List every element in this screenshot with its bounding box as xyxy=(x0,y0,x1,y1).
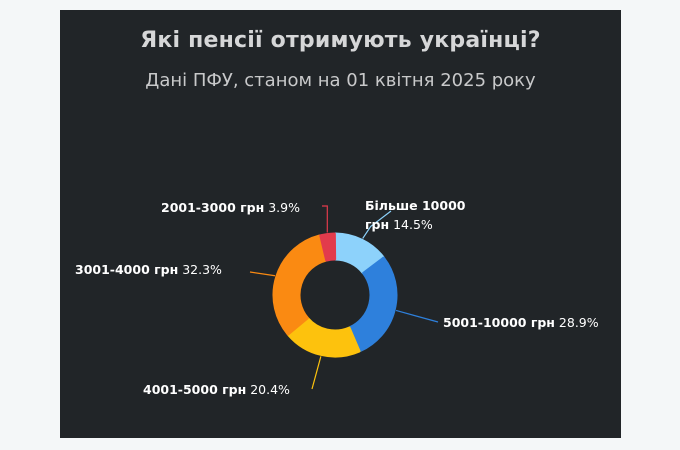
slice-category: грн xyxy=(365,217,389,232)
slice-category: 4001-5000 грн xyxy=(143,382,246,397)
leader-line xyxy=(249,271,276,277)
slice-label: 4001-5000 грн 20.4% xyxy=(143,382,290,397)
slice-category: 2001-3000 грн xyxy=(161,200,264,215)
slice-category: 3001-4000 грн xyxy=(75,262,178,277)
leader-line xyxy=(362,210,392,239)
chart-title: Які пенсії отримують українці? xyxy=(140,28,541,53)
leader-line xyxy=(395,309,439,323)
slice-label: 2001-3000 грн 3.9% xyxy=(161,200,300,215)
slice-label: Більше 10000 грн 14.5% xyxy=(365,198,466,232)
chart-card: Які пенсії отримують українці? Дані ПФУ,… xyxy=(60,10,621,438)
donut-slice xyxy=(272,234,328,336)
slice-value: 14.5% xyxy=(389,217,433,232)
donut-chart: Більше 10000 грн 14.5% 5001-10000 грн 28.9… xyxy=(75,198,599,397)
slice-category: Більше 10000 xyxy=(365,198,466,213)
donut-slice xyxy=(348,256,398,353)
slice-value: 32.3% xyxy=(178,262,222,277)
slice-category: 5001-10000 грн xyxy=(443,315,555,330)
slice-value: 28.9% xyxy=(555,315,599,330)
chart-subtitle: Дані ПФУ, станом на 01 квітня 2025 року xyxy=(145,70,536,91)
leader-line xyxy=(322,205,328,233)
slice-label: 5001-10000 грн 28.9% xyxy=(443,315,599,330)
slice-value: 3.9% xyxy=(264,200,300,215)
donut-slice xyxy=(319,232,337,262)
slice-label: 3001-4000 грн 32.3% xyxy=(75,262,222,277)
slice-value: 20.4% xyxy=(246,382,290,397)
leader-line xyxy=(311,356,322,390)
